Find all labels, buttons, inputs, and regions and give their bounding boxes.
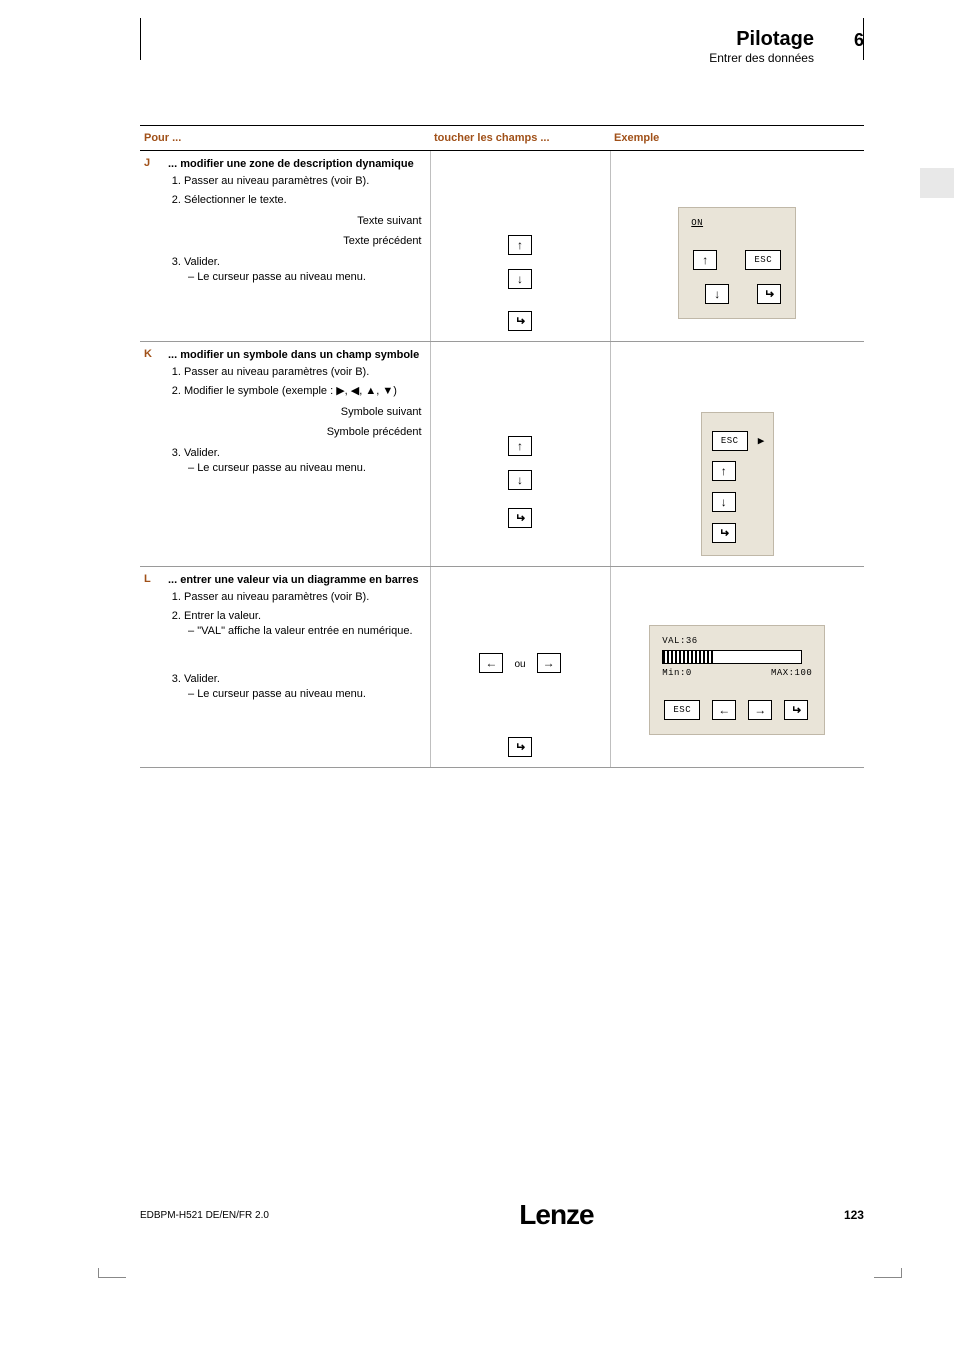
- row-l-step2-note: – "VAL" affiche la valeur entrée en numé…: [188, 624, 422, 639]
- row-j-step1: Passer au niveau paramètres (voir B).: [184, 174, 422, 189]
- row-j-title: ... modifier une zone de description dyn…: [168, 158, 414, 170]
- row-l-step3-note: – Le curseur passe au niveau menu.: [188, 687, 422, 702]
- panel-esc-button: ESC: [712, 431, 748, 451]
- arrow-left-icon: [479, 653, 503, 673]
- row-j-example: ON ESC: [610, 151, 864, 342]
- example-panel-j: ON ESC: [678, 207, 796, 319]
- bar-chart: [662, 650, 802, 664]
- row-k-step1: Passer au niveau paramètres (voir B).: [184, 365, 422, 380]
- row-letter: J: [140, 151, 160, 342]
- panel-down-icon: [712, 492, 736, 512]
- panel-left-icon: [712, 700, 736, 720]
- row-k-prev: Symbole précédent: [168, 425, 422, 440]
- panel-min-label: Min:0: [662, 668, 692, 678]
- panel-up-icon: [693, 250, 717, 270]
- row-letter: K: [140, 342, 160, 567]
- row-k-title: ... modifier un symbole dans un champ sy…: [168, 349, 419, 361]
- panel-enter-icon: [712, 523, 736, 543]
- row-j-prev: Texte précédent: [168, 234, 422, 249]
- panel-right-icon: [748, 700, 772, 720]
- row-l-step1: Passer au niveau paramètres (voir B).: [184, 590, 422, 605]
- arrow-down-icon: [508, 470, 532, 490]
- row-k-example: ESC ▶: [610, 342, 864, 567]
- enter-icon: [508, 508, 532, 528]
- panel-up-icon: [712, 461, 736, 481]
- row-j-next: Texte suivant: [168, 214, 422, 229]
- row-l-fields: ou: [430, 567, 610, 768]
- panel-symbol: ▶: [758, 434, 765, 448]
- row-j-step3: Valider.: [184, 256, 220, 268]
- page-footer: EDBPM-H521 DE/EN/FR 2.0 Lenze 123: [140, 1199, 864, 1231]
- panel-enter-icon: [784, 700, 808, 720]
- enter-icon: [508, 311, 532, 331]
- col-header-fields: toucher les champs ...: [430, 126, 610, 151]
- example-panel-l: VAL:36 Min:0 MAX:100 ESC: [649, 625, 825, 735]
- row-k-desc: ... modifier un symbole dans un champ sy…: [160, 342, 430, 567]
- row-k-next: Symbole suivant: [168, 405, 422, 420]
- side-tab: [920, 168, 954, 198]
- panel-esc-button: ESC: [664, 700, 700, 720]
- row-letter: L: [140, 567, 160, 768]
- panel-down-icon: [705, 284, 729, 304]
- bar-fill: [663, 651, 713, 663]
- panel-j-value: ON: [691, 218, 783, 228]
- panel-val-label: VAL:36: [662, 636, 812, 646]
- panel-max-label: MAX:100: [771, 668, 812, 678]
- col-header-example: Exemple: [610, 126, 864, 151]
- arrow-up-icon: [508, 235, 532, 255]
- row-k-step3: Valider.: [184, 447, 220, 459]
- row-k-fields: [430, 342, 610, 567]
- arrow-right-icon: [537, 653, 561, 673]
- instruction-table: Pour ... toucher les champs ... Exemple …: [140, 125, 864, 768]
- panel-enter-icon: [757, 284, 781, 304]
- row-l-desc: ... entrer une valeur via un diagramme e…: [160, 567, 430, 768]
- row-l-step2: Entrer la valeur.: [184, 610, 261, 622]
- example-panel-k: ESC ▶: [701, 412, 774, 556]
- enter-icon: [508, 737, 532, 757]
- row-l-title: ... entrer une valeur via un diagramme e…: [168, 574, 419, 586]
- header-subtitle: Entrer des données: [709, 51, 814, 65]
- arrow-down-icon: [508, 269, 532, 289]
- panel-esc-button: ESC: [745, 250, 781, 270]
- col-header-for: Pour ...: [140, 126, 430, 151]
- brand-logo: Lenze: [519, 1199, 593, 1231]
- row-j-step3-note: – Le curseur passe au niveau menu.: [188, 270, 422, 285]
- footer-doc-ref: EDBPM-H521 DE/EN/FR 2.0: [140, 1210, 269, 1221]
- row-k-step3-note: – Le curseur passe au niveau menu.: [188, 461, 422, 476]
- row-l-step3: Valider.: [184, 673, 220, 685]
- header-title: Pilotage: [709, 28, 814, 51]
- row-j-desc: ... modifier une zone de description dyn…: [160, 151, 430, 342]
- arrow-up-icon: [508, 436, 532, 456]
- row-k-step2: Modifier le symbole (exemple : ▶, ◀, ▲, …: [184, 384, 422, 399]
- page-header: Pilotage Entrer des données 6: [140, 28, 864, 65]
- row-j-fields: [430, 151, 610, 342]
- or-label: ou: [514, 659, 525, 670]
- crop-mark: [98, 1277, 126, 1293]
- crop-mark: [874, 1277, 902, 1293]
- page-number: 123: [844, 1208, 864, 1222]
- row-j-step2: Sélectionner le texte.: [184, 193, 422, 208]
- row-l-example: VAL:36 Min:0 MAX:100 ESC: [610, 567, 864, 768]
